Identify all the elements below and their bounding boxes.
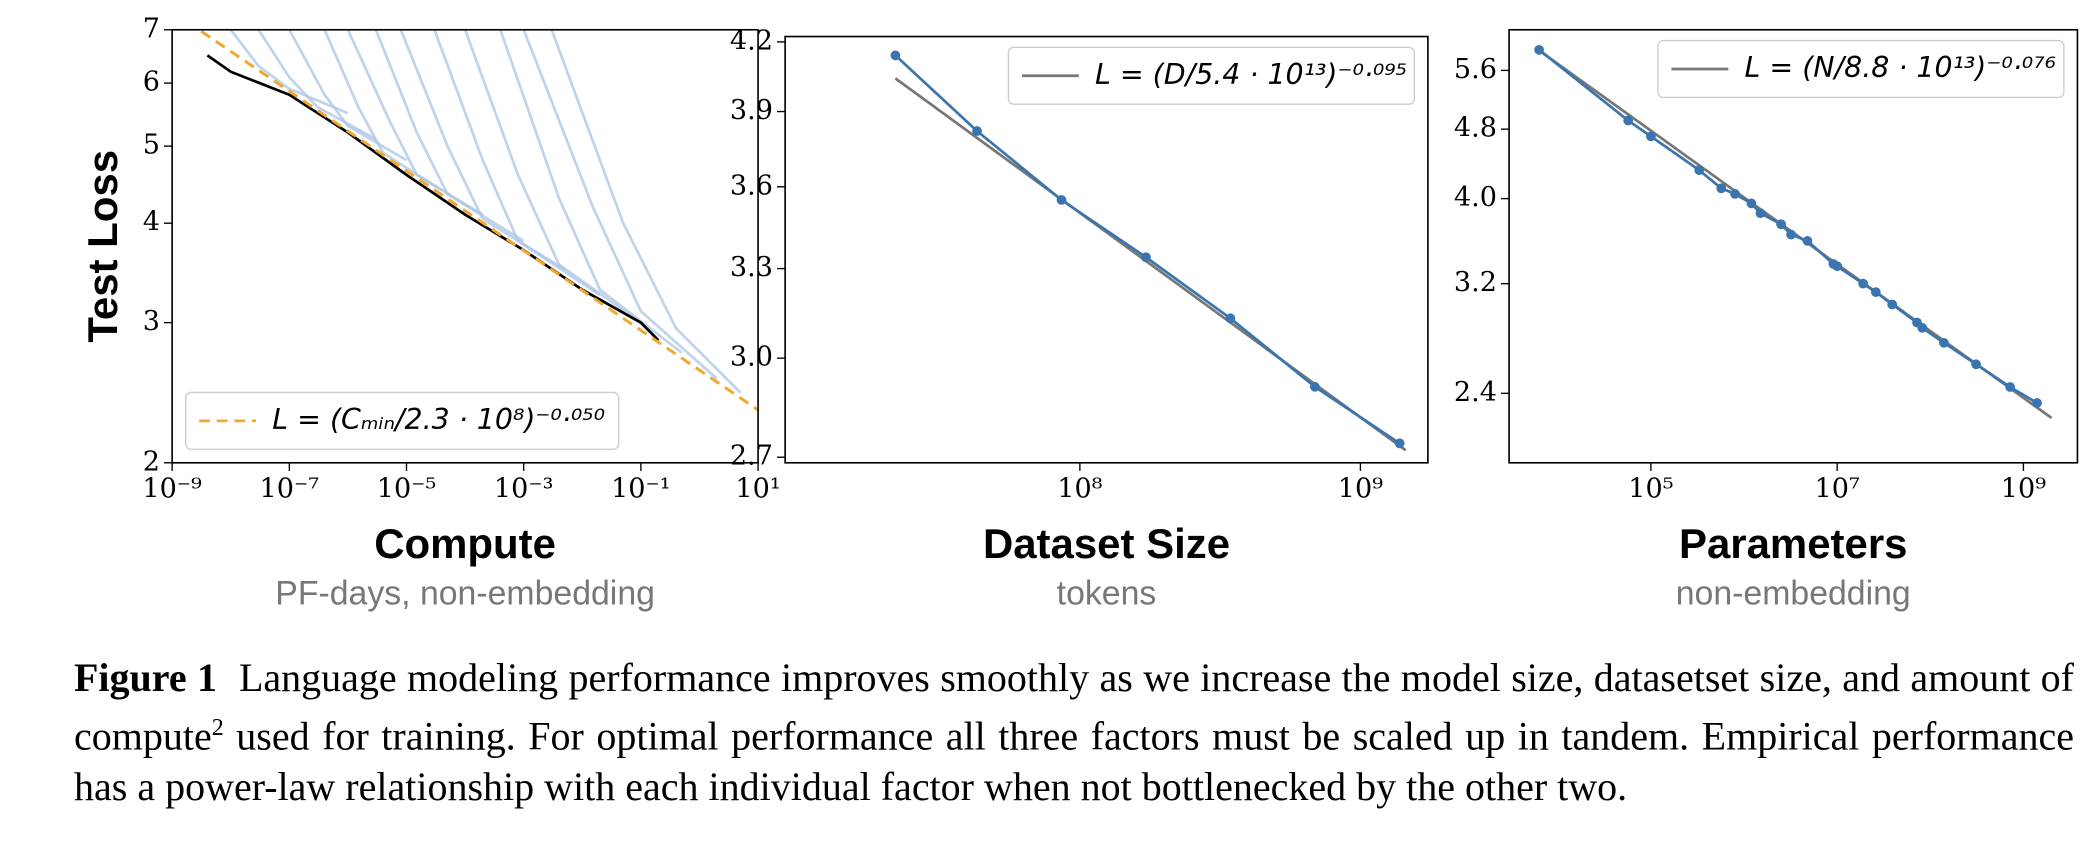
data-point bbox=[1917, 322, 1928, 333]
data-line bbox=[323, 29, 443, 192]
data-point bbox=[1858, 278, 1869, 289]
x-tick-label: 10⁻⁷ bbox=[260, 473, 320, 504]
y-tick-label: 6 bbox=[143, 67, 160, 98]
data-line bbox=[499, 29, 683, 354]
y-tick-label: 3.0 bbox=[730, 342, 773, 373]
x-tick-label: 10⁻³ bbox=[494, 473, 554, 504]
legend-label: L = (D/5.4 · 10¹³)⁻⁰·⁰⁹⁵ bbox=[1095, 58, 1407, 91]
x-axis-label: Compute bbox=[374, 520, 556, 567]
y-tick-label: 3.2 bbox=[1454, 267, 1497, 298]
legend-box bbox=[1007, 46, 1416, 105]
data-point bbox=[890, 50, 901, 61]
axes-frame bbox=[171, 28, 759, 464]
plot-area bbox=[1534, 44, 2053, 420]
legend-label: L = (Cₘᵢₙ/2.3 · 10⁸)⁻⁰·⁰⁵⁰ bbox=[272, 403, 605, 436]
data-line bbox=[894, 54, 1401, 445]
data-point bbox=[1394, 438, 1405, 449]
caption-label: Figure 1 bbox=[74, 655, 217, 700]
data-point bbox=[1746, 198, 1757, 209]
y-tick-label: 4 bbox=[143, 207, 160, 238]
axes-frame bbox=[1508, 28, 2079, 464]
data-line bbox=[550, 29, 742, 394]
legend-box bbox=[184, 391, 620, 450]
data-line bbox=[433, 29, 601, 297]
x-axis-sublabel: tokens bbox=[1057, 574, 1157, 612]
data-point bbox=[972, 126, 982, 136]
footnote-mark: 2 bbox=[211, 715, 224, 741]
x-axis-sublabel: PF-days, non-embedding bbox=[275, 574, 655, 612]
data-line bbox=[257, 29, 377, 141]
data-point bbox=[1971, 359, 1981, 370]
x-tick-label: 10⁻¹ bbox=[611, 473, 671, 504]
data-point bbox=[2032, 398, 2042, 408]
y-tick-label: 2 bbox=[143, 446, 160, 477]
data-point bbox=[1730, 189, 1740, 199]
data-line bbox=[522, 29, 718, 380]
y-tick-label: 2.4 bbox=[1454, 377, 1497, 408]
x-axis-sublabel: non-embedding bbox=[1676, 574, 1911, 612]
data-point bbox=[1755, 208, 1766, 219]
legend-box bbox=[1657, 39, 2065, 99]
data-line bbox=[206, 54, 660, 342]
y-tick-label: 3.9 bbox=[730, 95, 773, 126]
data-point bbox=[1646, 131, 1656, 142]
data-point bbox=[1887, 299, 1898, 310]
data-point bbox=[1623, 115, 1634, 126]
data-point bbox=[1832, 261, 1843, 272]
x-tick-label: 10⁻⁹ bbox=[142, 473, 202, 504]
x-axis-label: Dataset Size bbox=[983, 520, 1230, 567]
data-point bbox=[1694, 165, 1705, 176]
x-tick-label: 10⁻⁵ bbox=[377, 473, 437, 504]
fit-line bbox=[196, 29, 759, 412]
y-tick-label: 3 bbox=[143, 306, 160, 337]
y-tick-label: 3.6 bbox=[730, 170, 773, 201]
data-point bbox=[1309, 381, 1320, 392]
x-tick-label: 10⁸ bbox=[1057, 473, 1102, 504]
data-point bbox=[1776, 219, 1786, 230]
caption: Figure 1 Language modeling performance im… bbox=[74, 652, 2074, 812]
data-point bbox=[2005, 382, 2016, 392]
data-point bbox=[1786, 229, 1796, 240]
data-point bbox=[1802, 236, 1813, 246]
plot-area bbox=[890, 50, 1407, 452]
axes-frame bbox=[784, 35, 1429, 464]
data-point bbox=[1225, 313, 1236, 324]
y-axis-label: Test Loss bbox=[79, 150, 126, 343]
y-tick-label: 5 bbox=[143, 130, 160, 161]
y-tick-label: 5.6 bbox=[1454, 54, 1497, 85]
data-line bbox=[374, 29, 525, 243]
y-tick-label: 4.8 bbox=[1454, 113, 1497, 144]
legend-label: L = (N/8.8 · 10¹³)⁻⁰·⁰⁷⁶ bbox=[1745, 51, 2056, 84]
y-tick-label: 2.7 bbox=[730, 441, 773, 472]
data-point bbox=[1716, 183, 1727, 194]
figure: 10⁻⁹ 10⁻⁷ 10⁻⁵ 10⁻³ 10⁻¹ 10¹ 2 3 4 5 6 7 Compute PF-d… bbox=[79, 13, 2079, 612]
caption-text: used for training. For optimal performan… bbox=[74, 713, 2074, 810]
data-point bbox=[1534, 44, 1544, 55]
data-point bbox=[1141, 252, 1151, 263]
data-point bbox=[1870, 287, 1881, 297]
data-line bbox=[229, 29, 349, 115]
data-line bbox=[346, 29, 484, 216]
y-tick-label: 7 bbox=[143, 13, 160, 44]
plot-area bbox=[196, 29, 759, 412]
data-point bbox=[1056, 195, 1067, 205]
data-line bbox=[463, 29, 642, 324]
y-tick-label: 4.2 bbox=[730, 25, 773, 56]
fit-line bbox=[894, 77, 1407, 452]
x-tick-label: 10⁹ bbox=[1338, 473, 1383, 504]
x-tick-label: 10⁹ bbox=[2001, 473, 2046, 504]
y-tick-label: 3.3 bbox=[730, 252, 773, 283]
x-tick-label: 10¹ bbox=[735, 473, 780, 504]
x-tick-label: 10⁵ bbox=[1628, 473, 1673, 504]
x-tick-label: 10⁷ bbox=[1815, 473, 1860, 504]
data-line bbox=[1538, 48, 2038, 405]
caption-text: Language modeling performance improves s… bbox=[74, 655, 2075, 759]
data-point bbox=[1939, 337, 1949, 348]
x-axis-label: Parameters bbox=[1679, 520, 1908, 567]
y-tick-label: 4.0 bbox=[1454, 182, 1497, 213]
